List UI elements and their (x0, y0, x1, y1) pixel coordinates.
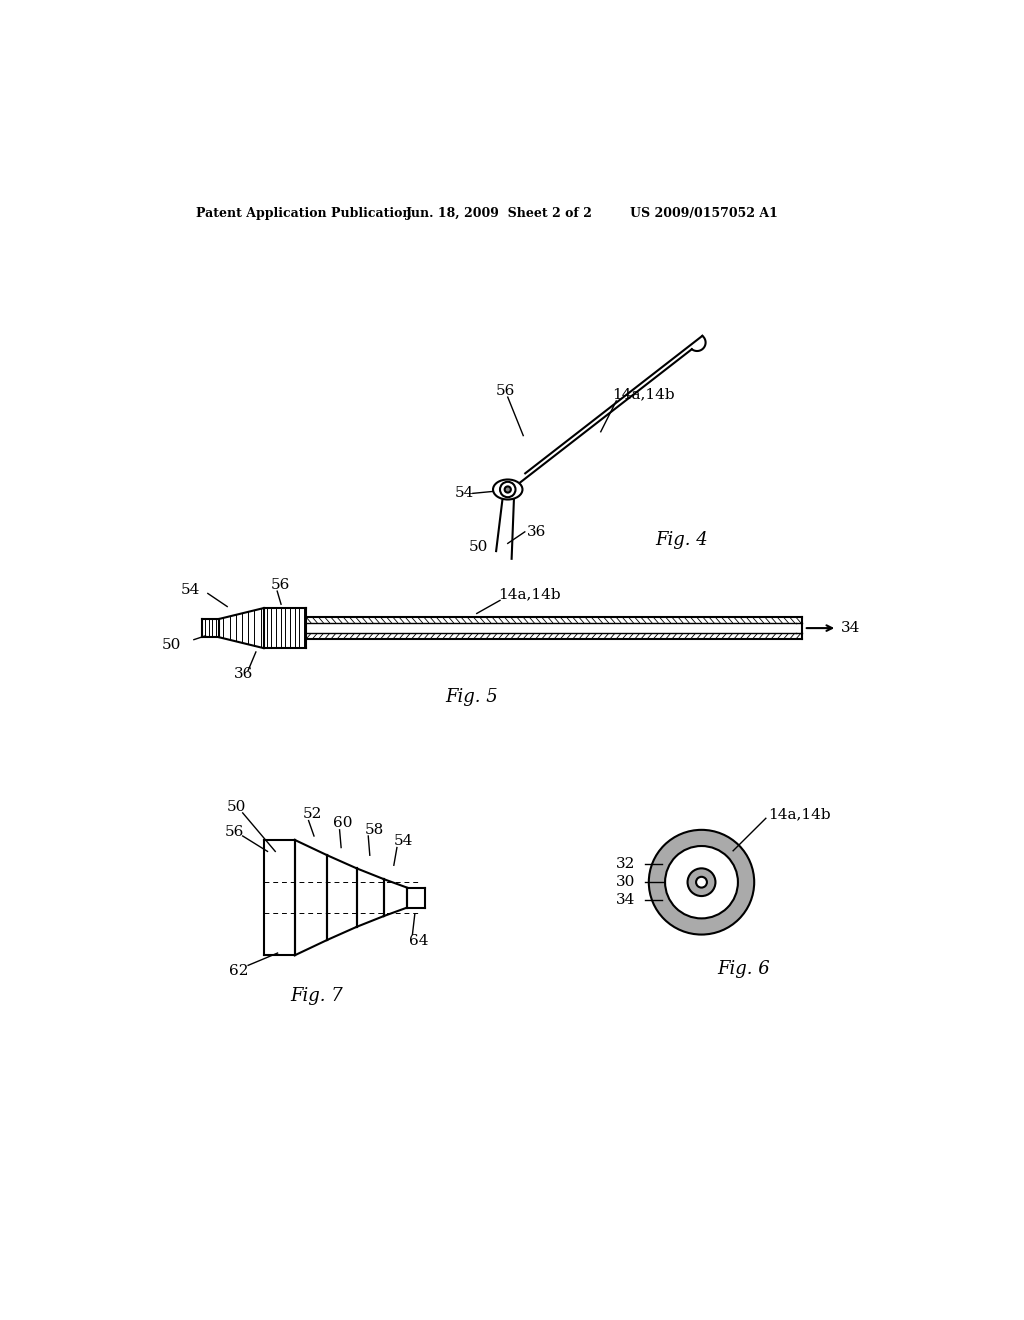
Text: 34: 34 (616, 894, 636, 907)
Text: 30: 30 (616, 875, 636, 890)
Text: 50: 50 (469, 540, 488, 554)
Text: 58: 58 (365, 822, 384, 837)
Text: Fig. 7: Fig. 7 (291, 987, 343, 1005)
Text: US 2009/0157052 A1: US 2009/0157052 A1 (630, 207, 778, 220)
Text: Jun. 18, 2009  Sheet 2 of 2: Jun. 18, 2009 Sheet 2 of 2 (406, 207, 592, 220)
Text: 52: 52 (302, 808, 322, 821)
Ellipse shape (493, 479, 522, 499)
Text: 14a,14b: 14a,14b (612, 388, 675, 401)
Text: 36: 36 (234, 668, 254, 681)
Text: Fig. 6: Fig. 6 (717, 960, 770, 978)
Text: 64: 64 (410, 933, 429, 948)
Circle shape (696, 876, 707, 887)
Text: 56: 56 (271, 578, 291, 591)
Circle shape (505, 486, 511, 492)
Text: 36: 36 (527, 525, 547, 539)
Text: 34: 34 (841, 622, 860, 635)
Text: 56: 56 (225, 825, 245, 840)
Text: 50: 50 (227, 800, 247, 813)
Text: 14a,14b: 14a,14b (768, 808, 830, 821)
Text: 60: 60 (334, 816, 353, 830)
Text: Fig. 5: Fig. 5 (445, 689, 499, 706)
Circle shape (665, 846, 738, 919)
Text: 54: 54 (455, 486, 474, 500)
Text: 56: 56 (496, 384, 515, 397)
Text: 14a,14b: 14a,14b (498, 587, 560, 601)
Text: Fig. 4: Fig. 4 (655, 531, 708, 549)
Circle shape (687, 869, 716, 896)
Circle shape (500, 482, 515, 498)
Text: 50: 50 (162, 638, 180, 652)
Text: 32: 32 (616, 857, 636, 871)
Text: 54: 54 (394, 834, 414, 849)
Circle shape (649, 830, 755, 935)
Text: 54: 54 (180, 582, 200, 597)
Text: 62: 62 (228, 964, 248, 978)
Text: Patent Application Publication: Patent Application Publication (197, 207, 412, 220)
